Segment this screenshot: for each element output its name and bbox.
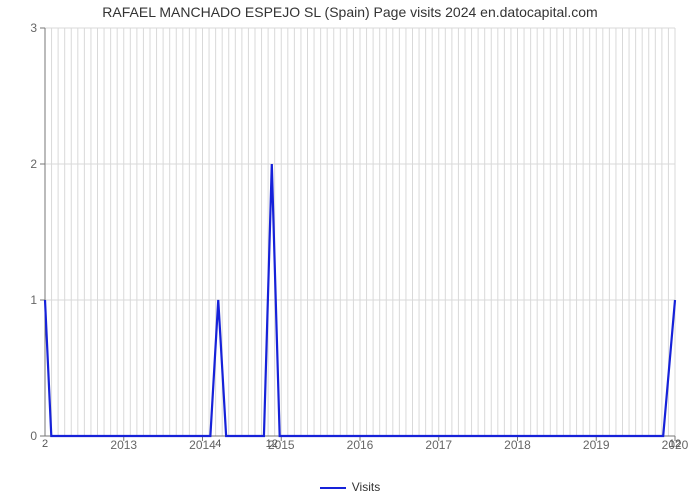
y-tick-label: 0 [30, 429, 37, 443]
x-tick-label: 2017 [425, 438, 452, 452]
legend-label: Visits [352, 480, 380, 494]
value-callout: 12 [669, 438, 681, 450]
value-callout: 2 [42, 438, 48, 450]
x-tick-label: 2019 [583, 438, 610, 452]
legend-swatch [320, 487, 346, 489]
chart-title: RAFAEL MANCHADO ESPEJO SL (Spain) Page v… [0, 4, 700, 20]
x-tick-label: 2014 [189, 438, 216, 452]
x-tick-label: 2013 [110, 438, 137, 452]
x-tick-label: 2016 [347, 438, 374, 452]
y-tick-label: 2 [30, 157, 37, 171]
y-tick-label: 1 [30, 293, 37, 307]
x-tick-label: 2018 [504, 438, 531, 452]
plot-area [45, 28, 675, 436]
plot-svg [45, 28, 675, 436]
legend: Visits [0, 480, 700, 494]
y-tick-label: 3 [30, 21, 37, 35]
chart-container: RAFAEL MANCHADO ESPEJO SL (Spain) Page v… [0, 0, 700, 500]
value-callout: 4 [215, 438, 221, 450]
value-callout: 12 [266, 438, 278, 450]
